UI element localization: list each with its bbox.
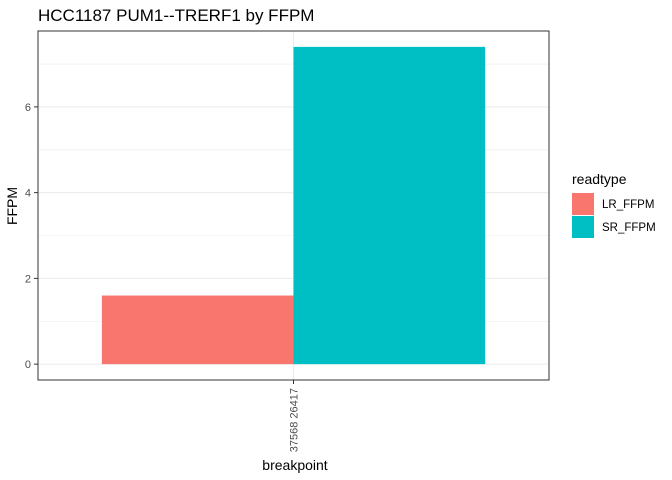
legend-key-SR_FFPM [572, 216, 594, 238]
legend-label-SR_FFPM: SR_FFPM [602, 222, 656, 234]
y-axis-title: FFPM [4, 187, 20, 225]
legend-title: readtype [572, 171, 627, 187]
chart-title: HCC1187 PUM1--TRERF1 by FFPM [38, 6, 314, 25]
legend-label-LR_FFPM: LR_FFPM [602, 199, 654, 211]
bar-LR_FFPM [101, 295, 294, 365]
y-tick-label: 4 [25, 188, 31, 200]
legend: readtype LR_FFPM SR_FFPM [572, 171, 656, 238]
bar-SR_FFPM [293, 46, 486, 365]
x-axis-title: breakpoint [262, 457, 327, 473]
x-tick-label: 37568 26417 [289, 388, 301, 452]
legend-key-LR_FFPM [572, 193, 594, 215]
y-tick-label: 6 [25, 102, 31, 114]
plot-panel: 0 2 4 6 37568 26417 [25, 30, 550, 452]
y-tick-label: 2 [25, 273, 31, 285]
y-tick-label: 0 [25, 359, 31, 371]
